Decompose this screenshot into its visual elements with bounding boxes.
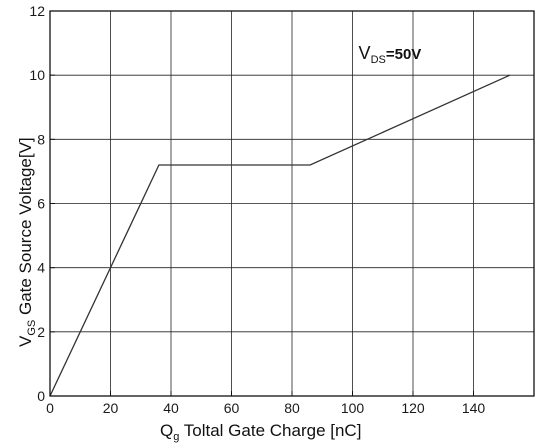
- y-tick-label: 12: [29, 3, 45, 19]
- x-axis-label: Qg Toltal Gate Charge [nC]: [160, 421, 361, 443]
- x-tick-label: 140: [462, 400, 486, 416]
- x-ticks: 0 20 40 60 80 100 120 140: [46, 391, 485, 416]
- y-tick-label: 10: [29, 67, 45, 83]
- annotations: VDS=50V: [359, 43, 422, 66]
- y-ticks: 0 2 4 6 8 10 12: [29, 3, 55, 404]
- y-tick-label: 8: [37, 131, 45, 147]
- y-tick-label: 2: [37, 324, 45, 340]
- grid: [50, 11, 534, 396]
- y-tick-label: 6: [37, 196, 45, 212]
- y-tick-label: 0: [37, 388, 45, 404]
- x-tick-label: 100: [341, 400, 365, 416]
- x-tick-label: 120: [401, 400, 425, 416]
- vds-annotation: VDS=50V: [359, 43, 422, 66]
- x-tick-label: 60: [224, 400, 240, 416]
- x-tick-label: 40: [163, 400, 179, 416]
- series-line: [49, 74, 511, 397]
- x-tick-label: 20: [103, 400, 119, 416]
- y-axis-label: VGS Gate Source Voltage[V]: [16, 137, 38, 347]
- series: [49, 74, 511, 397]
- x-tick-label: 0: [46, 400, 54, 416]
- y-tick-label: 4: [37, 260, 45, 276]
- x-tick-label: 80: [284, 400, 300, 416]
